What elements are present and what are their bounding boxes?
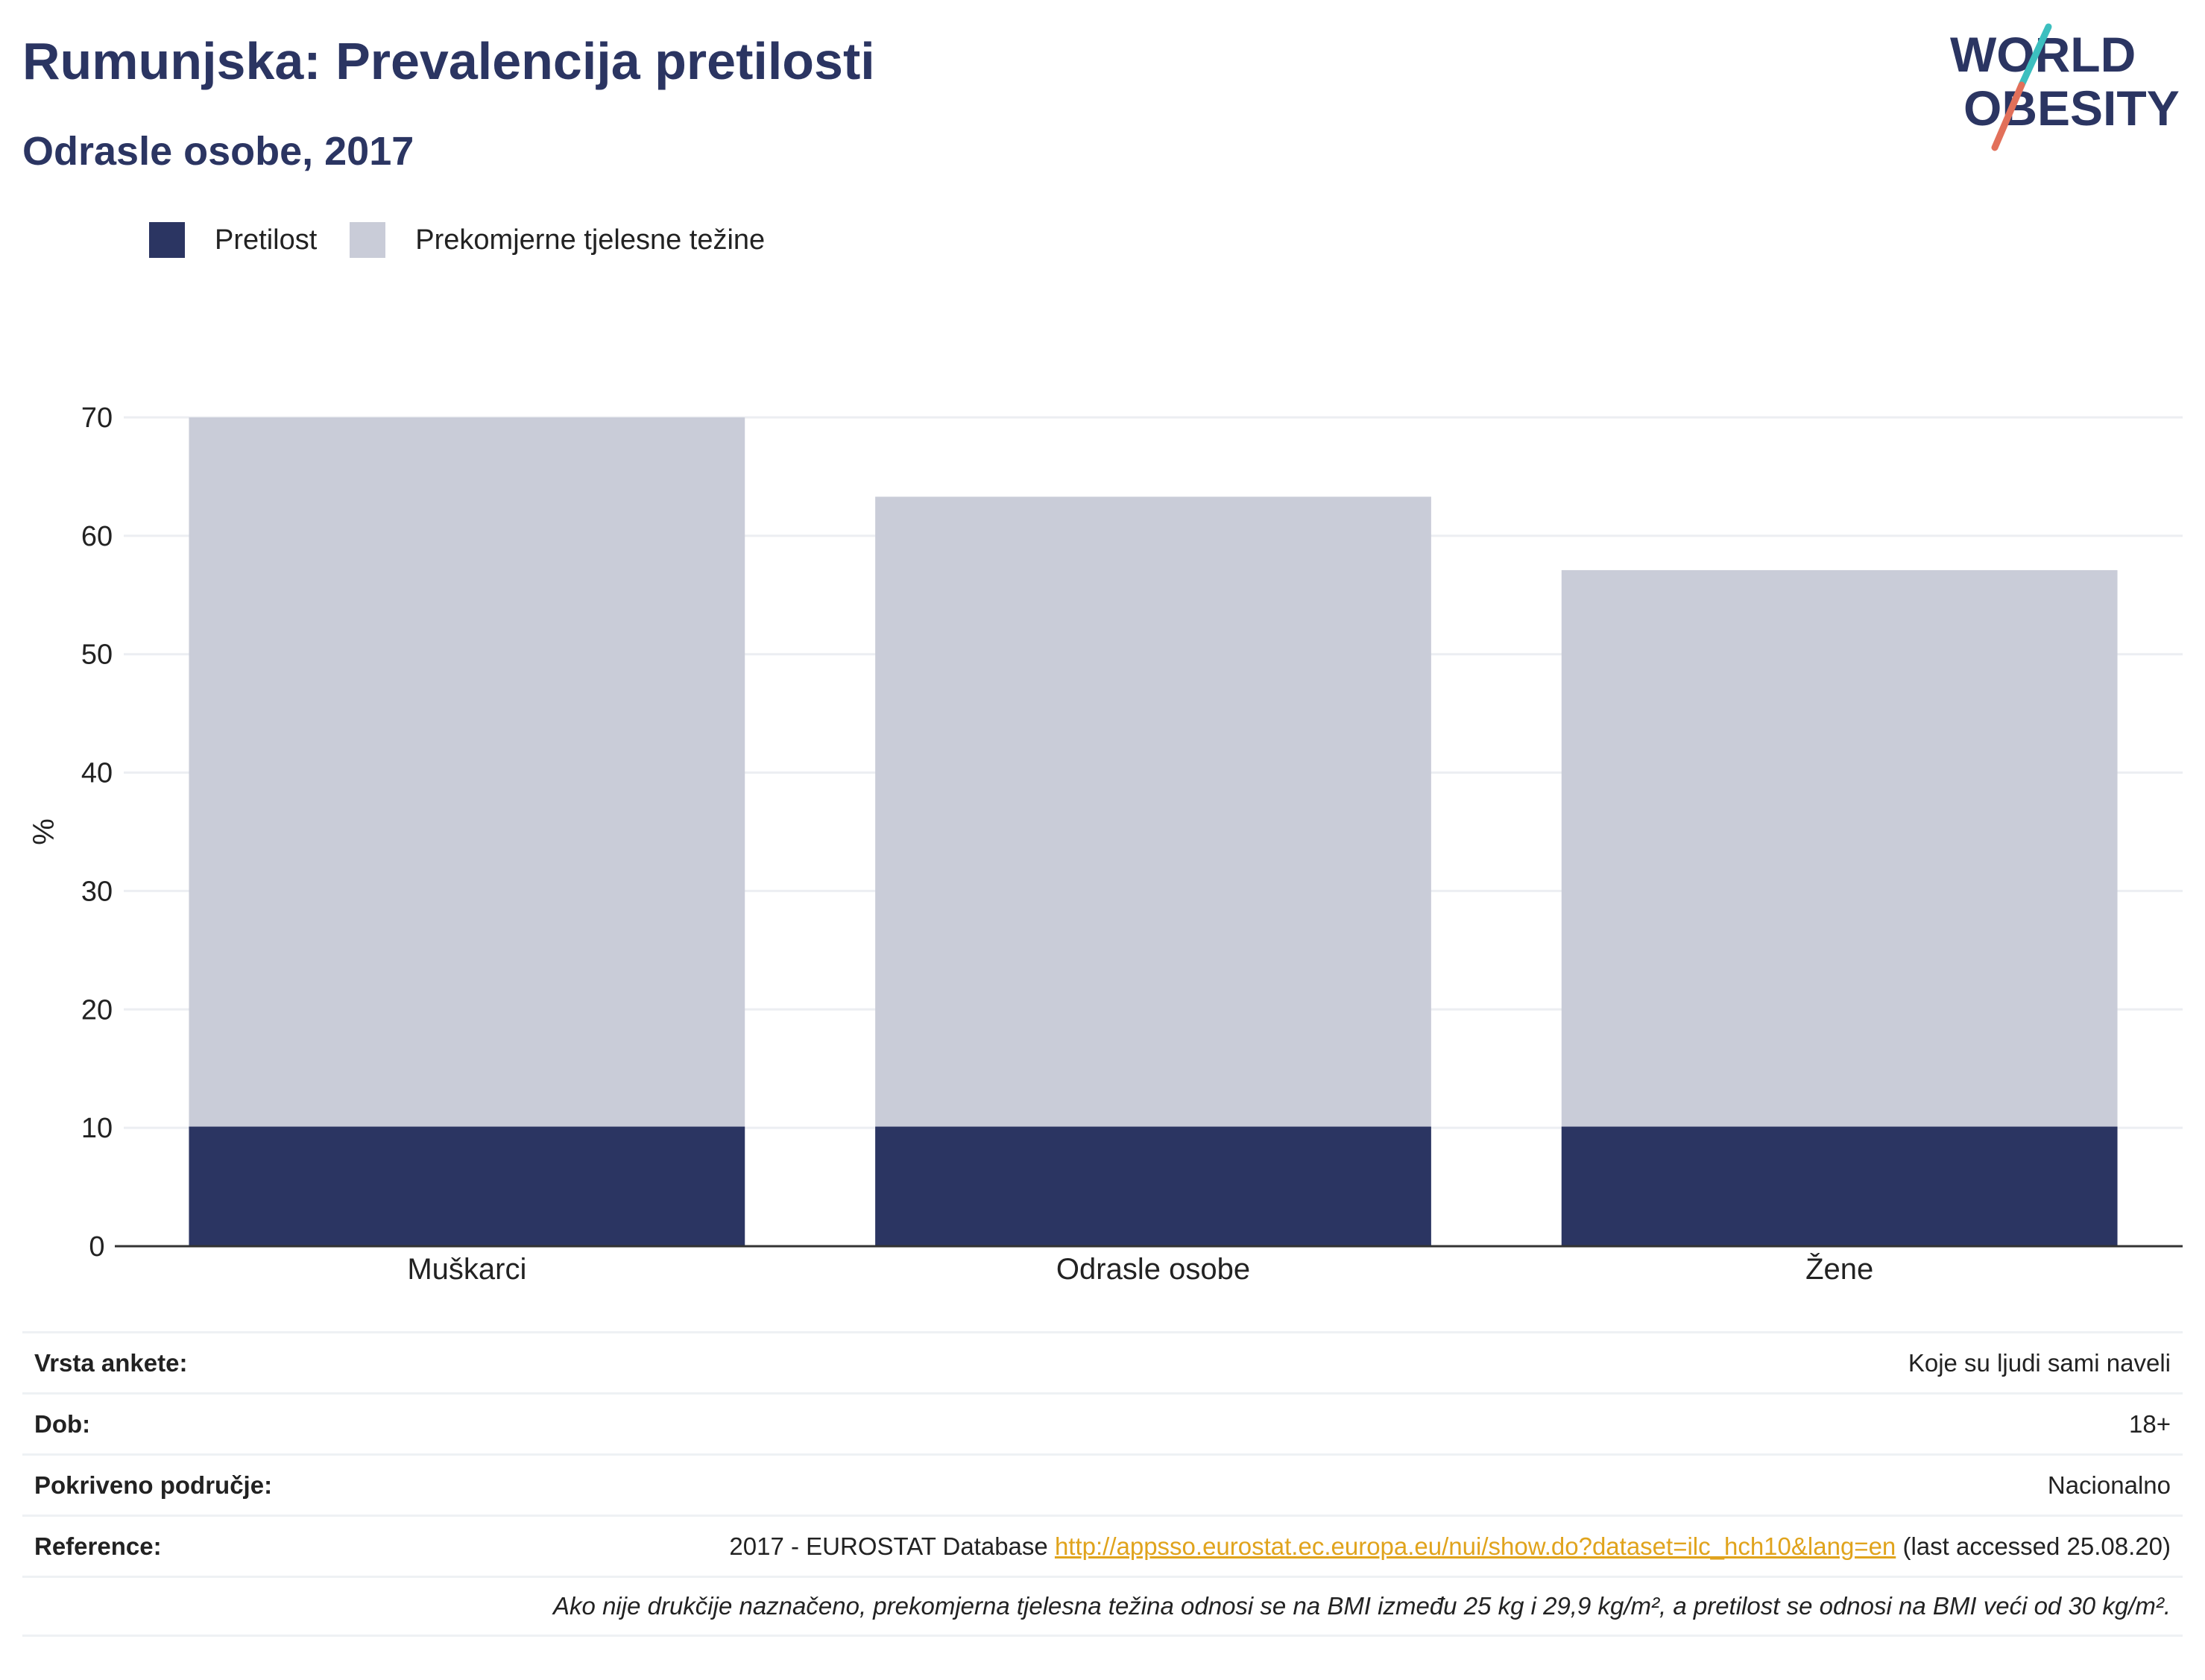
chart-legend: Pretilost Prekomjerne tjelesne težine	[149, 222, 798, 258]
bar-obesity	[1561, 1126, 2118, 1246]
x-tick-label: Odrasle osobe	[1056, 1253, 1250, 1286]
info-row-note: Ako nije drukčije naznačeno, prekomjerna…	[22, 1576, 2183, 1637]
x-tick-label: Žene	[1805, 1252, 1873, 1286]
survey-value: Koje su ljudi sami naveli	[1908, 1348, 2171, 1377]
chart-subtitle: Odrasle osobe, 2017	[22, 129, 414, 174]
legend-label-obesity: Pretilost	[215, 224, 318, 256]
bar-obesity	[189, 1126, 745, 1246]
chart-title: Rumunjska: Prevalencija pretilosti	[22, 32, 875, 90]
info-row-survey: Vrsta ankete: Koje su ljudi sami naveli	[22, 1331, 2183, 1392]
reference-link[interactable]: http://appsso.eurostat.ec.europa.eu/nui/…	[1054, 1532, 1896, 1560]
reference-suffix: (last accessed 25.08.20)	[1896, 1532, 2171, 1560]
info-table: Vrsta ankete: Koje su ljudi sami naveli …	[22, 1331, 2183, 1637]
logo-slash-teal	[2018, 23, 2052, 89]
age-label: Dob:	[34, 1409, 91, 1438]
y-tick-label: 50	[81, 640, 113, 671]
legend-swatch-overweight	[350, 222, 386, 258]
y-tick-label: 40	[81, 758, 113, 789]
survey-label: Vrsta ankete:	[34, 1348, 188, 1377]
info-row-coverage: Pokriveno područje: Nacionalno	[22, 1453, 2183, 1515]
y-tick-label: 30	[81, 876, 113, 907]
y-axis-label: %	[28, 818, 60, 845]
bar-overweight	[189, 417, 745, 1246]
definition-note: Ako nije drukčije naznačeno, prekomjerna…	[553, 1592, 2171, 1620]
y-tick-label: 0	[89, 1231, 104, 1263]
coverage-label: Pokriveno područje:	[34, 1471, 273, 1499]
legend-label-overweight: Prekomjerne tjelesne težine	[415, 224, 766, 256]
legend-item-overweight[interactable]: Prekomjerne tjelesne težine	[350, 222, 765, 258]
y-tick-label: 70	[81, 402, 113, 434]
info-row-age: Dob: 18+	[22, 1392, 2183, 1453]
reference-value: 2017 - EUROSTAT Database http://appsso.e…	[729, 1532, 2171, 1561]
bar-chart: 0 10 20 30 40 50 60 70% Muškarci Odrasle osobe Žen…	[28, 402, 2183, 1286]
reference-label: Reference:	[34, 1532, 162, 1560]
age-value: 18+	[2129, 1409, 2171, 1438]
bar-overweight	[875, 496, 1431, 1246]
y-tick-label: 60	[81, 521, 113, 552]
x-tick-label: Muškarci	[407, 1253, 526, 1286]
y-tick-label: 10	[81, 1113, 113, 1144]
info-row-reference: Reference: 2017 - EUROSTAT Database http…	[22, 1515, 2183, 1576]
coverage-value: Nacionalno	[2047, 1471, 2171, 1499]
logo-slash-red	[1991, 81, 2025, 151]
world-obesity-logo: WORLD OBESITY	[1950, 23, 2180, 151]
bar-obesity	[875, 1126, 1431, 1246]
legend-swatch-obesity	[149, 222, 185, 258]
legend-item-obesity[interactable]: Pretilost	[149, 222, 317, 258]
logo-line2: OBESITY	[1963, 80, 2180, 136]
reference-prefix: 2017 - EUROSTAT Database	[729, 1532, 1055, 1560]
y-tick-label: 20	[81, 994, 113, 1026]
